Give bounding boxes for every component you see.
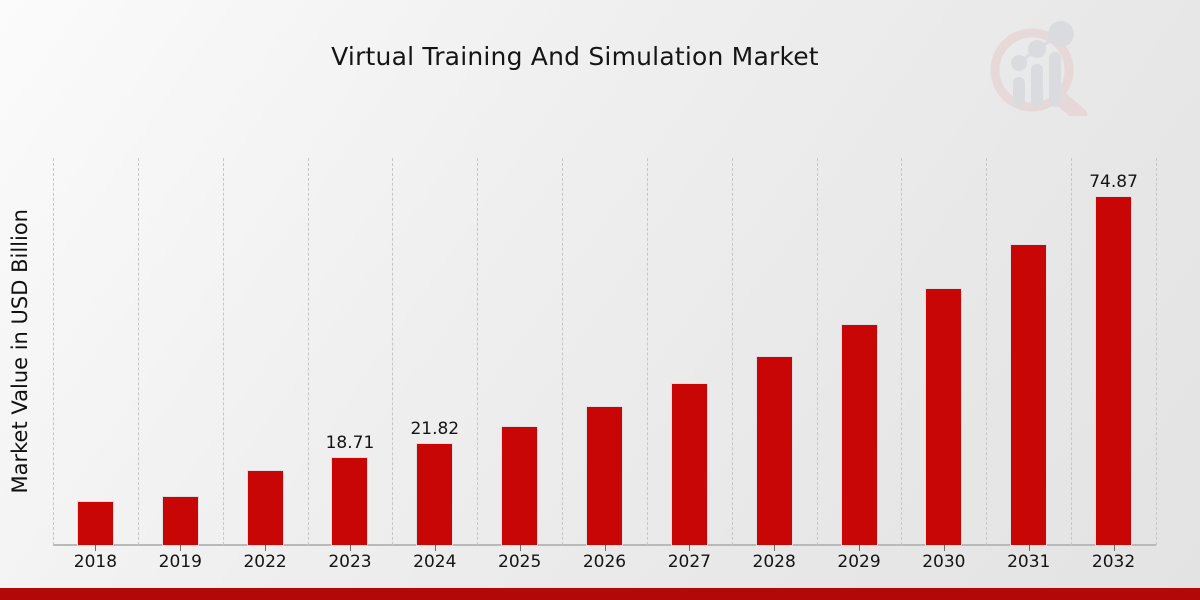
vertical-gridline [137, 158, 139, 545]
x-axis-tick [604, 545, 606, 551]
bar-chart-plot-area: 2018 2019 2022 18.71 2023 21.82 2024 2025 2026 20… [53, 158, 1157, 572]
x-axis-label-2018: 2018 [73, 552, 118, 572]
vertical-gridline [222, 158, 224, 545]
x-axis-tick [774, 545, 776, 551]
bar-2023 [331, 457, 369, 546]
bar-2031 [1010, 244, 1048, 546]
x-axis-label-2027: 2027 [667, 552, 711, 572]
vertical-gridline [1071, 158, 1073, 545]
vertical-gridline [1156, 158, 1157, 545]
magnifier-icon [990, 28, 1088, 116]
bar-2018 [76, 501, 114, 546]
bar-2032 [1095, 196, 1133, 546]
bar-2030 [925, 288, 963, 546]
vertical-gridline [392, 158, 394, 545]
bar-2029 [840, 324, 878, 546]
x-axis-label-2024: 2024 [413, 552, 457, 572]
x-axis-tick [95, 545, 97, 551]
vertical-gridline [307, 158, 309, 545]
vertical-gridline [53, 158, 54, 545]
footer-accent-band [0, 588, 1200, 600]
x-axis-label-2031: 2031 [1007, 552, 1051, 572]
bar-2026 [586, 406, 623, 546]
x-axis-tick [1113, 545, 1115, 551]
y-axis-label: Market Value in USD Billion [8, 209, 32, 494]
vertical-gridline [477, 158, 479, 545]
vertical-gridline [646, 158, 648, 545]
x-axis-tick [349, 545, 351, 551]
bar-2024 [416, 443, 454, 546]
bar-chart-glyph [1011, 21, 1074, 107]
x-axis-label-2030: 2030 [922, 552, 966, 572]
x-axis-tick [265, 545, 267, 551]
bar-2019 [161, 496, 199, 546]
vertical-gridline [901, 158, 903, 545]
x-axis-tick [180, 545, 182, 551]
vertical-gridline [731, 158, 733, 545]
vertical-gridline [986, 158, 988, 545]
x-axis-tick [519, 545, 521, 551]
bar-2022 [246, 470, 284, 546]
vertical-gridline [562, 158, 564, 545]
vertical-gridline [816, 158, 818, 545]
x-axis-label-2019: 2019 [158, 552, 202, 572]
x-axis-label-2029: 2029 [837, 552, 881, 572]
x-axis-label-2028: 2028 [752, 552, 796, 572]
x-axis-tick [943, 545, 945, 551]
bar-2027 [670, 383, 708, 546]
x-axis-label-2023: 2023 [328, 552, 372, 572]
bar-2028 [755, 356, 793, 546]
x-axis-label-2026: 2026 [582, 552, 627, 572]
chart-title: Virtual Training And Simulation Market [331, 42, 819, 71]
x-axis-tick [434, 545, 436, 551]
x-axis-label-2022: 2022 [243, 552, 287, 572]
x-axis-tick [859, 545, 861, 551]
bar-value-label-2023: 18.71 [325, 433, 375, 453]
x-axis-label-2025: 2025 [498, 552, 542, 572]
x-axis-label-2032: 2032 [1091, 552, 1136, 572]
bar-value-label-2032: 74.87 [1089, 172, 1138, 192]
bar-value-label-2024: 21.82 [410, 419, 460, 439]
magnifier-bar-chart-logo [990, 21, 1088, 116]
bar-2025 [501, 426, 539, 546]
x-axis-tick [1028, 545, 1030, 551]
y-axis-label-container: Market Value in USD Billion [4, 158, 36, 545]
x-axis-tick [689, 545, 691, 551]
